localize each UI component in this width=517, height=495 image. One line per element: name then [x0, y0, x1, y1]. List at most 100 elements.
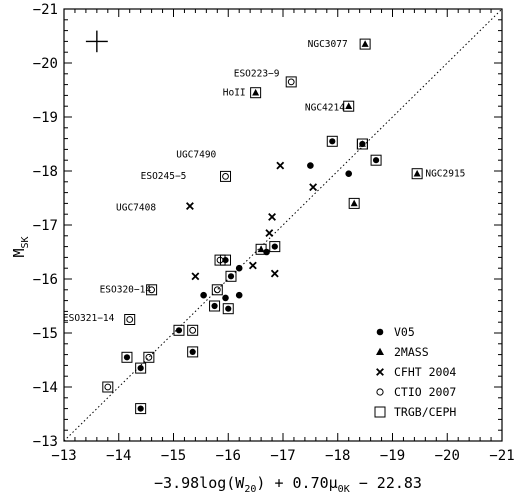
data-point: [356, 138, 368, 150]
legend-entry: CTIO 2007: [376, 385, 456, 399]
filled-circle-marker: [137, 405, 144, 412]
x-tick-label: −14: [106, 448, 131, 464]
x-axis-label-sub-b: 0K: [338, 484, 350, 495]
square-marker: [102, 381, 114, 393]
data-point: [348, 197, 360, 209]
square-marker: [359, 38, 371, 50]
cross-marker: [185, 202, 194, 211]
square-marker: [220, 170, 232, 182]
y-tick-label: −19: [33, 110, 58, 126]
series-group: [121, 135, 382, 415]
filled-triangle-marker: [257, 245, 265, 253]
y-tick-label: −21: [33, 2, 58, 18]
filled-circle-marker: [200, 291, 207, 299]
data-point: [143, 351, 155, 363]
point-label: ESO321−14: [63, 313, 115, 324]
data-point: [209, 300, 221, 312]
data-point: [285, 76, 297, 88]
open-circle-marker: [216, 256, 224, 264]
data-points: [102, 38, 423, 415]
data-point: [214, 254, 226, 266]
series-group: [185, 161, 318, 281]
legend-label: CFHT 2004: [394, 365, 456, 379]
legend-entry: 2MASS: [376, 345, 429, 359]
square-marker: [374, 406, 386, 418]
data-point: [135, 403, 147, 415]
legend-label: V05: [394, 325, 415, 339]
open-circle-marker: [287, 78, 295, 86]
x-tick-label: −19: [380, 448, 405, 464]
data-point: [222, 294, 229, 302]
cross-marker: [191, 272, 200, 281]
filled-triangle-marker: [345, 102, 353, 109]
filled-circle-marker: [345, 170, 353, 177]
filled-triangle-marker: [361, 40, 369, 47]
y-axis-label: MSK: [10, 236, 31, 257]
cross-marker: [268, 212, 276, 221]
cross-marker: [376, 368, 384, 376]
y-tick-label: −14: [33, 380, 58, 396]
filled-circle-marker: [137, 365, 144, 372]
cross-marker: [248, 261, 257, 270]
data-point: [345, 170, 353, 177]
square-marker: [135, 403, 147, 415]
square-marker: [269, 241, 281, 253]
square-marker: [187, 346, 199, 358]
square-marker: [255, 243, 267, 255]
data-point: [255, 243, 267, 255]
data-point: [268, 212, 276, 221]
point-annotations: NGC3077 ESO223−9 HoII NGC4214 UGC7490 ESO245−…: [63, 39, 465, 324]
data-point: [185, 202, 194, 211]
open-circle-marker: [145, 353, 153, 361]
cross-marker: [265, 229, 274, 238]
data-point: [265, 229, 274, 238]
data-point: [173, 324, 185, 336]
filled-circle-marker: [222, 294, 229, 302]
point-label: HoII: [223, 87, 246, 98]
square-marker: [187, 324, 199, 336]
open-circle-marker: [104, 383, 112, 391]
open-circle-marker: [213, 286, 221, 294]
data-point: [191, 272, 200, 281]
data-point: [220, 170, 232, 182]
open-circle-marker: [189, 326, 197, 334]
legend-entry: TRGB/CEPH: [374, 405, 456, 419]
y-tick-label: −13: [33, 434, 58, 450]
one-to-one-line: [63, 8, 503, 442]
x-tick-label: −15: [161, 448, 186, 464]
filled-circle-marker: [175, 327, 183, 334]
data-point: [222, 303, 234, 315]
legend-entry: V05: [376, 325, 415, 339]
point-label: ESO320−14: [100, 285, 152, 296]
legend-entry: CFHT 2004: [376, 365, 456, 379]
y-tick-label: −16: [33, 272, 58, 288]
legend: V05 2MASS CFHT 2004 CTIO 2007 TRGB/CEPH: [374, 325, 456, 419]
data-point: [124, 314, 136, 325]
y-tick-label: −20: [33, 56, 58, 72]
square-marker: [348, 197, 360, 209]
square-marker: [411, 168, 423, 180]
square-marker: [285, 76, 297, 88]
reference-line: [63, 8, 503, 442]
filled-circle-marker: [235, 264, 243, 272]
data-point: [225, 270, 237, 282]
square-marker: [211, 284, 223, 296]
square-marker: [173, 324, 185, 336]
filled-triangle-marker: [376, 347, 384, 355]
data-point: [309, 183, 318, 192]
square-marker: [214, 254, 226, 266]
data-point: [211, 284, 223, 296]
square-marker: [135, 362, 147, 374]
square-marker: [124, 314, 136, 325]
open-circle-marker: [222, 173, 229, 180]
cross-marker: [309, 183, 318, 192]
square-marker: [222, 303, 234, 315]
point-label: UGC7408: [116, 202, 156, 213]
data-point: [135, 362, 147, 374]
filled-circle-marker: [271, 243, 278, 250]
filled-circle-marker: [235, 291, 243, 299]
cross-marker: [276, 161, 285, 170]
open-circle-marker: [148, 286, 156, 294]
point-label: ESO223−9: [234, 69, 280, 80]
